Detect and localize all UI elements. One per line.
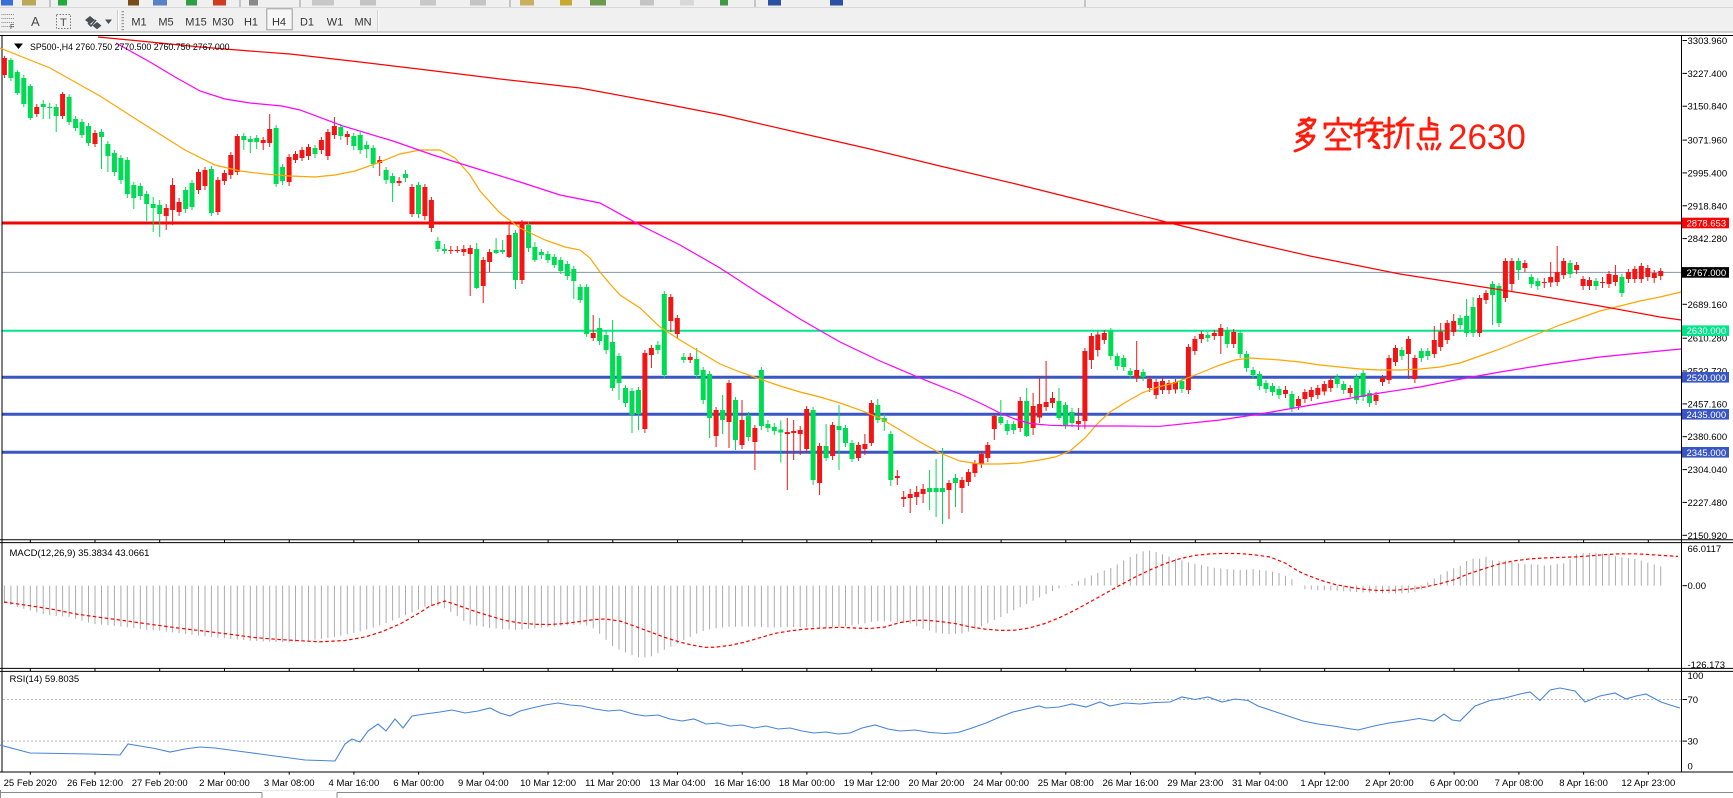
svg-text:2767.000: 2767.000 [1687, 268, 1727, 279]
svg-text:31 Mar 04:00: 31 Mar 04:00 [1232, 778, 1288, 789]
svg-text:19 Mar 12:00: 19 Mar 12:00 [844, 778, 900, 789]
svg-text:66.0117: 66.0117 [1688, 544, 1722, 555]
svg-text:7 Apr 08:00: 7 Apr 08:00 [1495, 778, 1544, 789]
svg-text:F: F [10, 24, 14, 31]
svg-text:30: 30 [1688, 737, 1699, 748]
svg-text:M30: M30 [212, 17, 233, 29]
svg-text:M1: M1 [131, 17, 146, 29]
svg-text:6 Mar 00:00: 6 Mar 00:00 [393, 778, 444, 789]
svg-text:2520.000: 2520.000 [1687, 373, 1727, 384]
svg-text:24 Mar 00:00: 24 Mar 00:00 [973, 778, 1029, 789]
svg-text:11 Mar 20:00: 11 Mar 20:00 [585, 778, 640, 789]
svg-text:2304.040: 2304.040 [1688, 465, 1728, 476]
svg-text:12 Apr 23:00: 12 Apr 23:00 [1621, 778, 1675, 789]
svg-text:9 Mar 04:00: 9 Mar 04:00 [458, 778, 509, 789]
svg-text:2380.600: 2380.600 [1688, 432, 1728, 443]
svg-text:26 Feb 12:00: 26 Feb 12:00 [67, 778, 123, 789]
svg-text:SP500-,H4 2760.750 2770.500 2: SP500-,H4 2760.750 2770.500 2760.750 276… [30, 42, 230, 52]
svg-text:-126.173: -126.173 [1688, 660, 1726, 671]
svg-text:18 Mar 00:00: 18 Mar 00:00 [779, 778, 835, 789]
svg-text:2345.000: 2345.000 [1687, 448, 1727, 459]
svg-text:M15: M15 [185, 17, 206, 29]
svg-text:10 Mar 12:00: 10 Mar 12:00 [520, 778, 576, 789]
svg-text:13 Mar 04:00: 13 Mar 04:00 [650, 778, 706, 789]
svg-text:RSI(14) 59.8035: RSI(14) 59.8035 [10, 674, 80, 685]
svg-text:2435.000: 2435.000 [1687, 410, 1727, 421]
svg-text:H4: H4 [272, 17, 286, 29]
svg-text:100: 100 [1688, 671, 1704, 682]
svg-text:3150.840: 3150.840 [1688, 102, 1728, 113]
svg-text:2630.000: 2630.000 [1687, 326, 1727, 337]
svg-text:26 Mar 16:00: 26 Mar 16:00 [1103, 778, 1159, 789]
svg-text:2150.920: 2150.920 [1688, 531, 1728, 542]
svg-text:D1: D1 [300, 17, 314, 29]
svg-text:2457.160: 2457.160 [1688, 399, 1728, 410]
svg-text:A: A [31, 14, 40, 29]
svg-text:8 Apr 16:00: 8 Apr 16:00 [1559, 778, 1608, 789]
svg-text:25 Mar 08:00: 25 Mar 08:00 [1038, 778, 1094, 789]
svg-text:H1: H1 [244, 17, 258, 29]
svg-text:27 Feb 20:00: 27 Feb 20:00 [132, 778, 188, 789]
svg-text:2 Mar 00:00: 2 Mar 00:00 [199, 778, 250, 789]
svg-text:70: 70 [1688, 695, 1699, 706]
svg-text:0: 0 [1688, 762, 1693, 773]
svg-text:2878.653: 2878.653 [1687, 219, 1727, 230]
svg-text:2 Apr 20:00: 2 Apr 20:00 [1365, 778, 1414, 789]
svg-text:3303.960: 3303.960 [1688, 36, 1728, 47]
svg-text:6 Apr 00:00: 6 Apr 00:00 [1430, 778, 1479, 789]
svg-text:16 Mar 16:00: 16 Mar 16:00 [714, 778, 770, 789]
svg-text:MACD(12,26,9) 35.3834 43.0661: MACD(12,26,9) 35.3834 43.0661 [10, 548, 150, 559]
svg-text:2842.280: 2842.280 [1688, 234, 1728, 245]
svg-text:2995.400: 2995.400 [1688, 168, 1728, 179]
svg-text:0.00: 0.00 [1688, 581, 1707, 592]
svg-text:2610.280: 2610.280 [1688, 334, 1728, 345]
svg-text:MN: MN [354, 17, 371, 29]
svg-text:3227.400: 3227.400 [1688, 69, 1728, 80]
svg-text:3 Mar 08:00: 3 Mar 08:00 [264, 778, 315, 789]
svg-text:25 Feb 2020: 25 Feb 2020 [4, 778, 57, 789]
svg-text:29 Mar 23:00: 29 Mar 23:00 [1167, 778, 1223, 789]
svg-text:2918.840: 2918.840 [1688, 201, 1728, 212]
svg-text:20 Mar 20:00: 20 Mar 20:00 [908, 778, 964, 789]
svg-text:2227.480: 2227.480 [1688, 498, 1728, 509]
svg-text:W1: W1 [327, 17, 344, 29]
svg-text:T: T [60, 17, 67, 29]
svg-text:4 Mar 16:00: 4 Mar 16:00 [329, 778, 380, 789]
svg-text:3071.960: 3071.960 [1688, 136, 1728, 147]
svg-text:M5: M5 [158, 17, 173, 29]
svg-text:2630: 2630 [1448, 118, 1526, 157]
svg-text:1 Apr 12:00: 1 Apr 12:00 [1300, 778, 1349, 789]
svg-text:2689.160: 2689.160 [1688, 300, 1728, 311]
